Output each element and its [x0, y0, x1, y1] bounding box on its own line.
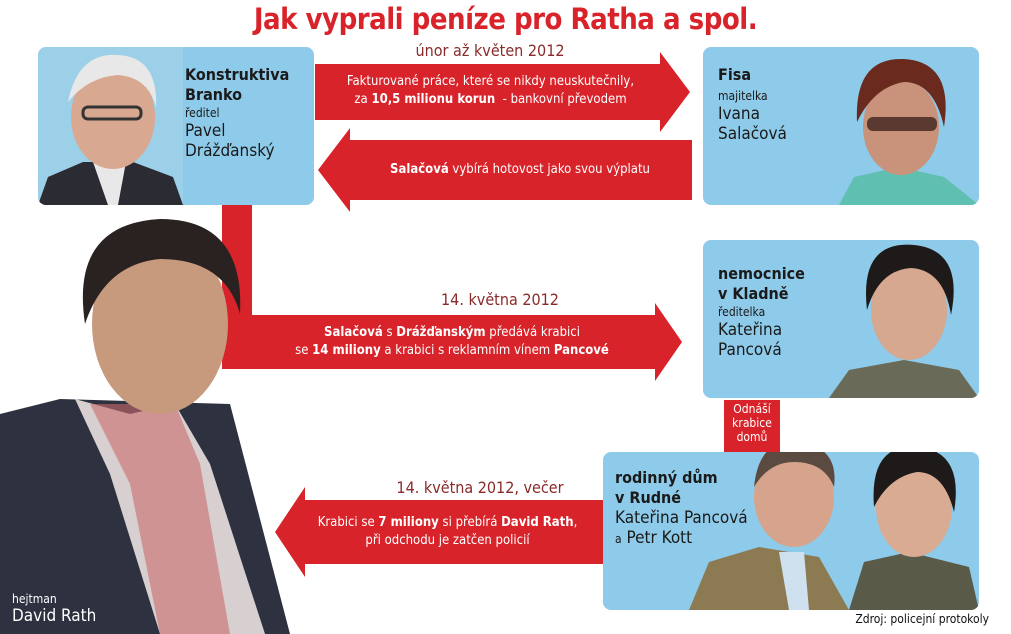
person-name: Drážďanský [185, 141, 275, 161]
source-note: Zdroj: policejní protokoly [855, 612, 989, 626]
photo-katerina-pancova [829, 244, 979, 398]
conjunction: a [615, 532, 622, 546]
node-name: Konstruktiva [185, 65, 290, 84]
flow-date: únor až květen 2012 [415, 41, 565, 60]
node-name: v Kladně [718, 284, 789, 303]
photo-pancova-kott [689, 452, 979, 610]
arrow-left-rath [275, 487, 603, 577]
person-name: Pancová [718, 340, 782, 360]
rath-caption: hejtman David Rath [12, 592, 96, 626]
node-name: Fisa [718, 65, 752, 84]
flow-date: 14. května 2012 [441, 290, 559, 309]
rath-name: David Rath [12, 606, 97, 626]
rath-role: hejtman [12, 592, 57, 606]
flow-text: Krabici se 7 miliony si přebírá David Ra… [317, 515, 578, 548]
node-konstruktiva-branko: Konstruktiva Branko ředitel Pavel Drážďa… [38, 47, 314, 205]
node-role: ředitelka [718, 305, 766, 319]
node-role: ředitel [185, 106, 220, 120]
person-name: Kateřina Pancová [615, 508, 748, 528]
node-nemocnice-kladno: nemocnice v Kladně ředitelka Kateřina Pa… [703, 240, 979, 398]
flow-text: Salačová vybírá hotovost jako svou výpla… [390, 162, 650, 177]
person-name: Salačová [718, 124, 787, 144]
node-name: v Rudné [615, 488, 682, 507]
photo-pavel-drazdansky [38, 47, 183, 205]
arrow-right-invoices [315, 52, 690, 132]
photo-david-rath [0, 219, 290, 634]
flow-text: Fakturované práce, které se nikdy neusku… [346, 74, 635, 107]
node-name: rodinný dům [615, 468, 718, 487]
carry-label: Odnáší krabice domů [724, 400, 780, 452]
node-role: majitelka [718, 89, 768, 103]
flow-text: Salačová s Drážďanským předává krabici s… [295, 325, 609, 358]
node-rodinny-dum-rudna: rodinný dům v Rudné Kateřina Pancová a P… [603, 452, 979, 610]
title: Jak vyprali peníze pro Ratha a spol. [253, 2, 758, 36]
flow-date: 14. května 2012, večer [396, 478, 564, 497]
photo-ivana-salacova [839, 58, 979, 205]
arrow-left-cash [318, 128, 692, 212]
node-fisa: Fisa majitelka Ivana Salačová [703, 47, 979, 205]
person-name: Pavel [185, 121, 226, 141]
arrow-right-box [222, 303, 682, 381]
person-name: Kateřina [718, 320, 783, 340]
person-name: Petr Kott [626, 528, 693, 548]
node-name: Branko [185, 85, 243, 104]
person-name: Ivana [718, 104, 760, 124]
node-name: nemocnice [718, 264, 805, 283]
